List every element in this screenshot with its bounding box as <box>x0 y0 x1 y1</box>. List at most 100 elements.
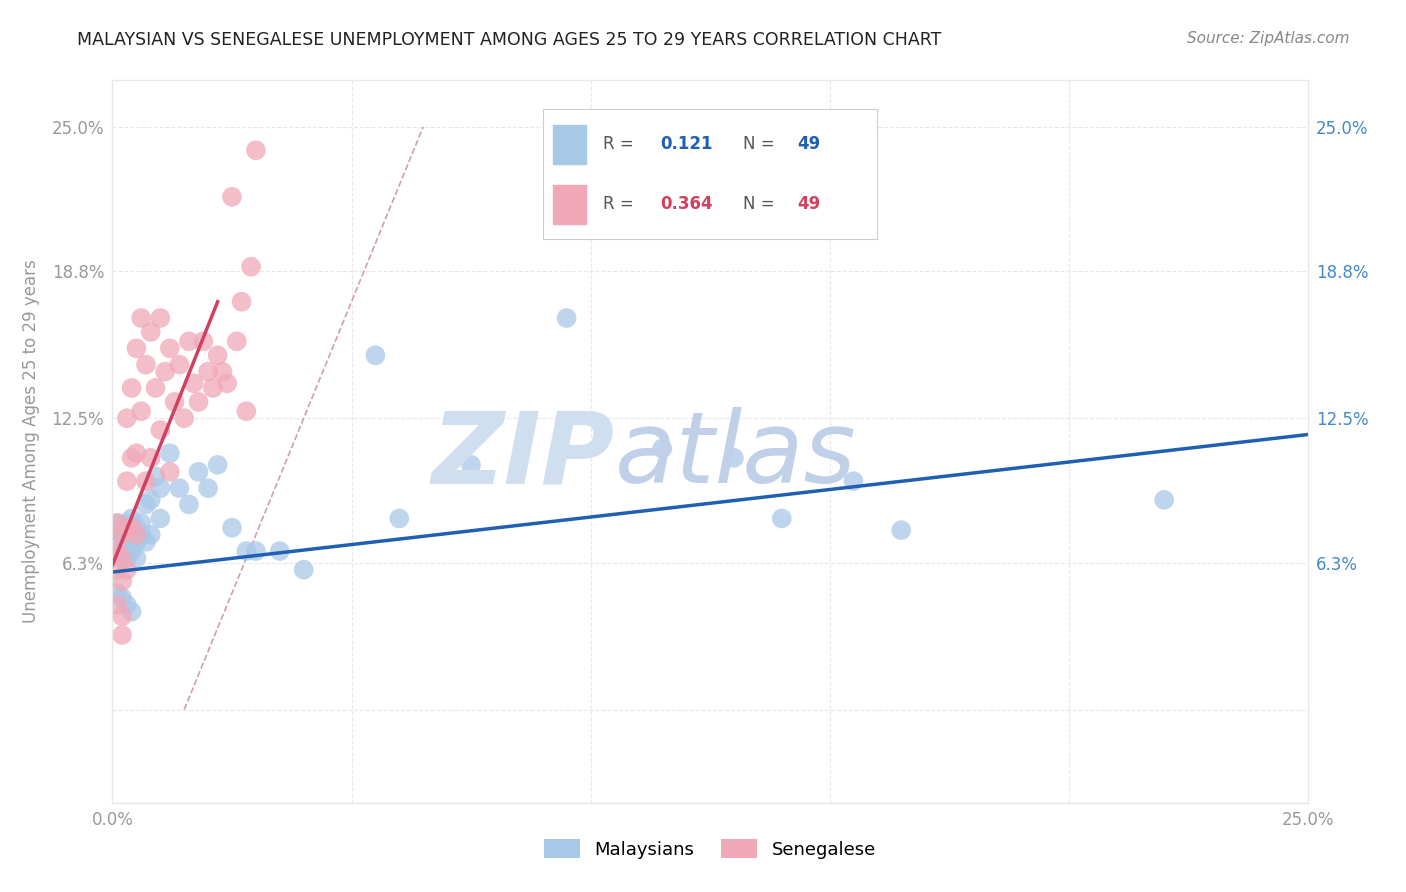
Point <box>169 358 191 372</box>
Point <box>121 528 143 542</box>
Point <box>225 334 247 349</box>
Point <box>135 498 157 512</box>
Point <box>221 190 243 204</box>
Point <box>460 458 482 472</box>
Point <box>111 521 134 535</box>
Point <box>129 404 152 418</box>
Point <box>121 521 143 535</box>
Point <box>121 544 143 558</box>
Point <box>111 628 134 642</box>
Point <box>125 528 148 542</box>
Point <box>105 516 128 530</box>
Point <box>125 341 148 355</box>
Point <box>159 446 181 460</box>
Point <box>135 474 157 488</box>
Point <box>111 528 134 542</box>
Point <box>177 334 200 349</box>
Point <box>111 591 134 605</box>
Point <box>207 458 229 472</box>
Point <box>111 551 134 566</box>
Point <box>890 523 912 537</box>
Point <box>207 348 229 362</box>
Point <box>173 411 195 425</box>
Point <box>115 551 138 566</box>
Point <box>125 534 148 549</box>
Point <box>115 411 138 425</box>
Point <box>115 598 138 612</box>
Point <box>211 365 233 379</box>
Point <box>111 574 134 589</box>
Point <box>135 534 157 549</box>
Point <box>115 516 138 530</box>
Point <box>217 376 239 391</box>
Point <box>129 516 152 530</box>
Point <box>555 311 578 326</box>
Point <box>125 551 148 566</box>
Point <box>183 376 205 391</box>
Point <box>388 511 411 525</box>
Point <box>115 474 138 488</box>
Point <box>235 544 257 558</box>
Text: Source: ZipAtlas.com: Source: ZipAtlas.com <box>1187 31 1350 46</box>
Point <box>770 511 793 525</box>
Point <box>149 481 172 495</box>
Point <box>159 465 181 479</box>
Point <box>121 450 143 465</box>
Point <box>149 311 172 326</box>
Point <box>115 540 138 554</box>
Point <box>129 311 152 326</box>
Point <box>221 521 243 535</box>
Point <box>111 528 134 542</box>
Point <box>149 511 172 525</box>
Point <box>105 598 128 612</box>
Y-axis label: Unemployment Among Ages 25 to 29 years: Unemployment Among Ages 25 to 29 years <box>22 260 41 624</box>
Point <box>651 442 673 456</box>
Point <box>105 586 128 600</box>
Point <box>125 521 148 535</box>
Point <box>153 365 176 379</box>
Point <box>163 395 186 409</box>
Point <box>159 341 181 355</box>
Point <box>245 544 267 558</box>
Point <box>193 334 215 349</box>
Legend: Malaysians, Senegalese: Malaysians, Senegalese <box>537 832 883 866</box>
Point <box>111 609 134 624</box>
Point <box>129 528 152 542</box>
Point <box>842 474 865 488</box>
Point <box>201 381 224 395</box>
Point <box>145 381 167 395</box>
Point <box>125 446 148 460</box>
Point <box>292 563 315 577</box>
Point <box>111 544 134 558</box>
Point <box>149 423 172 437</box>
Text: atlas: atlas <box>614 408 856 505</box>
Point <box>187 395 209 409</box>
Point <box>169 481 191 495</box>
Point <box>115 534 138 549</box>
Point <box>197 481 219 495</box>
Point <box>187 465 209 479</box>
Point <box>240 260 263 274</box>
Point <box>139 450 162 465</box>
Point <box>145 469 167 483</box>
Point <box>139 528 162 542</box>
Point <box>197 365 219 379</box>
Point <box>177 498 200 512</box>
Text: MALAYSIAN VS SENEGALESE UNEMPLOYMENT AMONG AGES 25 TO 29 YEARS CORRELATION CHART: MALAYSIAN VS SENEGALESE UNEMPLOYMENT AMO… <box>77 31 942 49</box>
Point <box>105 534 128 549</box>
Point <box>135 358 157 372</box>
Point <box>235 404 257 418</box>
Point <box>121 381 143 395</box>
Point <box>1153 492 1175 507</box>
Point <box>269 544 291 558</box>
Point <box>105 563 128 577</box>
Point <box>245 143 267 157</box>
Point <box>723 450 745 465</box>
Point <box>139 325 162 339</box>
Point <box>139 492 162 507</box>
Point <box>115 521 138 535</box>
Point <box>115 563 138 577</box>
Point <box>121 511 143 525</box>
Point <box>105 544 128 558</box>
Text: ZIP: ZIP <box>432 408 614 505</box>
